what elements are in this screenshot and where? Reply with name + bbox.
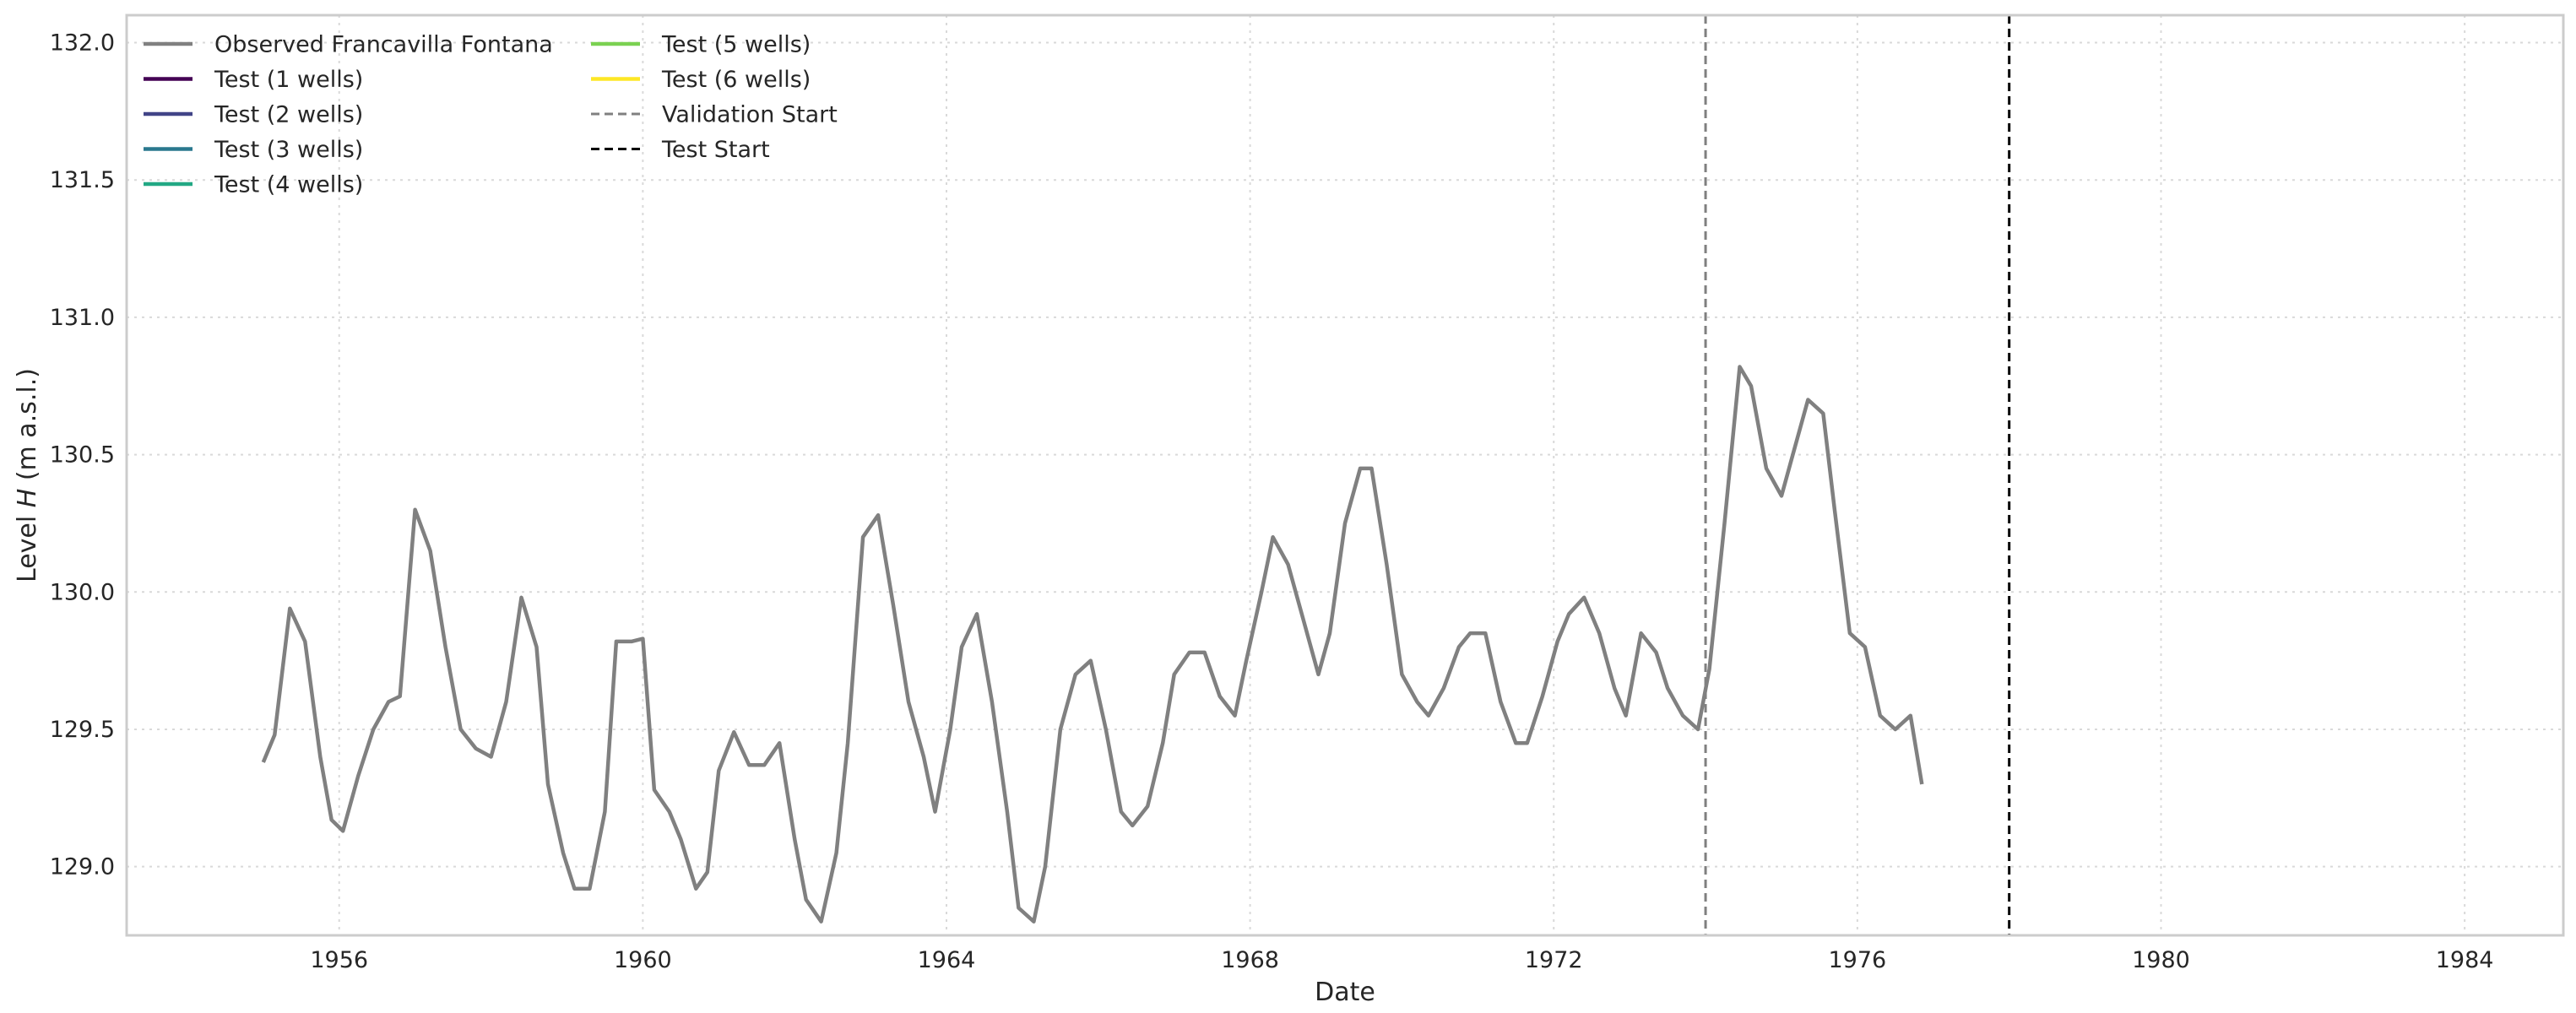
y-tick-label: 132.0 [50, 30, 115, 57]
y-axis-label: Level H (m a.s.l.) [13, 368, 42, 582]
x-axis-label: Date [1315, 978, 1375, 1007]
legend-label-test3: Test (3 wells) [214, 137, 363, 163]
y-tick-label: 129.5 [50, 717, 115, 743]
x-tick-label: 1960 [614, 947, 672, 973]
y-axis-label-suffix: (m a.s.l.) [13, 368, 42, 489]
legend-label-validation-start: Validation Start [662, 102, 838, 128]
x-tick-label: 1968 [1221, 947, 1279, 973]
legend-label-test4: Test (4 wells) [214, 172, 363, 198]
grid-layer [127, 15, 2563, 935]
vline-layer [1704, 15, 2011, 935]
y-axis-label-prefix: Level [13, 507, 42, 582]
x-tick-label: 1956 [310, 947, 368, 973]
legend-label-test6: Test (6 wells) [661, 67, 811, 93]
y-tick-label: 129.0 [50, 854, 115, 880]
y-tick-label: 130.5 [50, 442, 115, 469]
y-axis-label-variable: H [13, 489, 42, 508]
tick-layer: 1956 1960 1964 1968 1972 1976 1980 1984 129.0 129… [50, 30, 2494, 973]
legend-label-test1: Test (1 wells) [214, 67, 363, 93]
legend-label-observed: Observed Francavilla Fontana [214, 32, 553, 58]
legend-label-test-start: Test Start [661, 137, 770, 163]
x-tick-label: 1972 [1525, 947, 1583, 973]
observed-series-line [261, 365, 1924, 924]
x-tick-label: 1964 [918, 947, 976, 973]
legend-label-test2: Test (2 wells) [214, 102, 363, 128]
legend: Observed Francavilla Fontana Test (1 well… [144, 32, 838, 198]
y-tick-label: 131.5 [50, 167, 115, 193]
x-tick-label: 1980 [2132, 947, 2190, 973]
legend-label-test5: Test (5 wells) [661, 32, 811, 58]
plot-background [127, 15, 2563, 935]
plot-frame [125, 14, 2565, 937]
x-tick-label: 1984 [2436, 947, 2494, 973]
series-layer [261, 365, 1924, 924]
x-tick-label: 1976 [1829, 947, 1887, 973]
y-tick-label: 130.0 [50, 579, 115, 605]
y-tick-label: 131.0 [50, 305, 115, 331]
